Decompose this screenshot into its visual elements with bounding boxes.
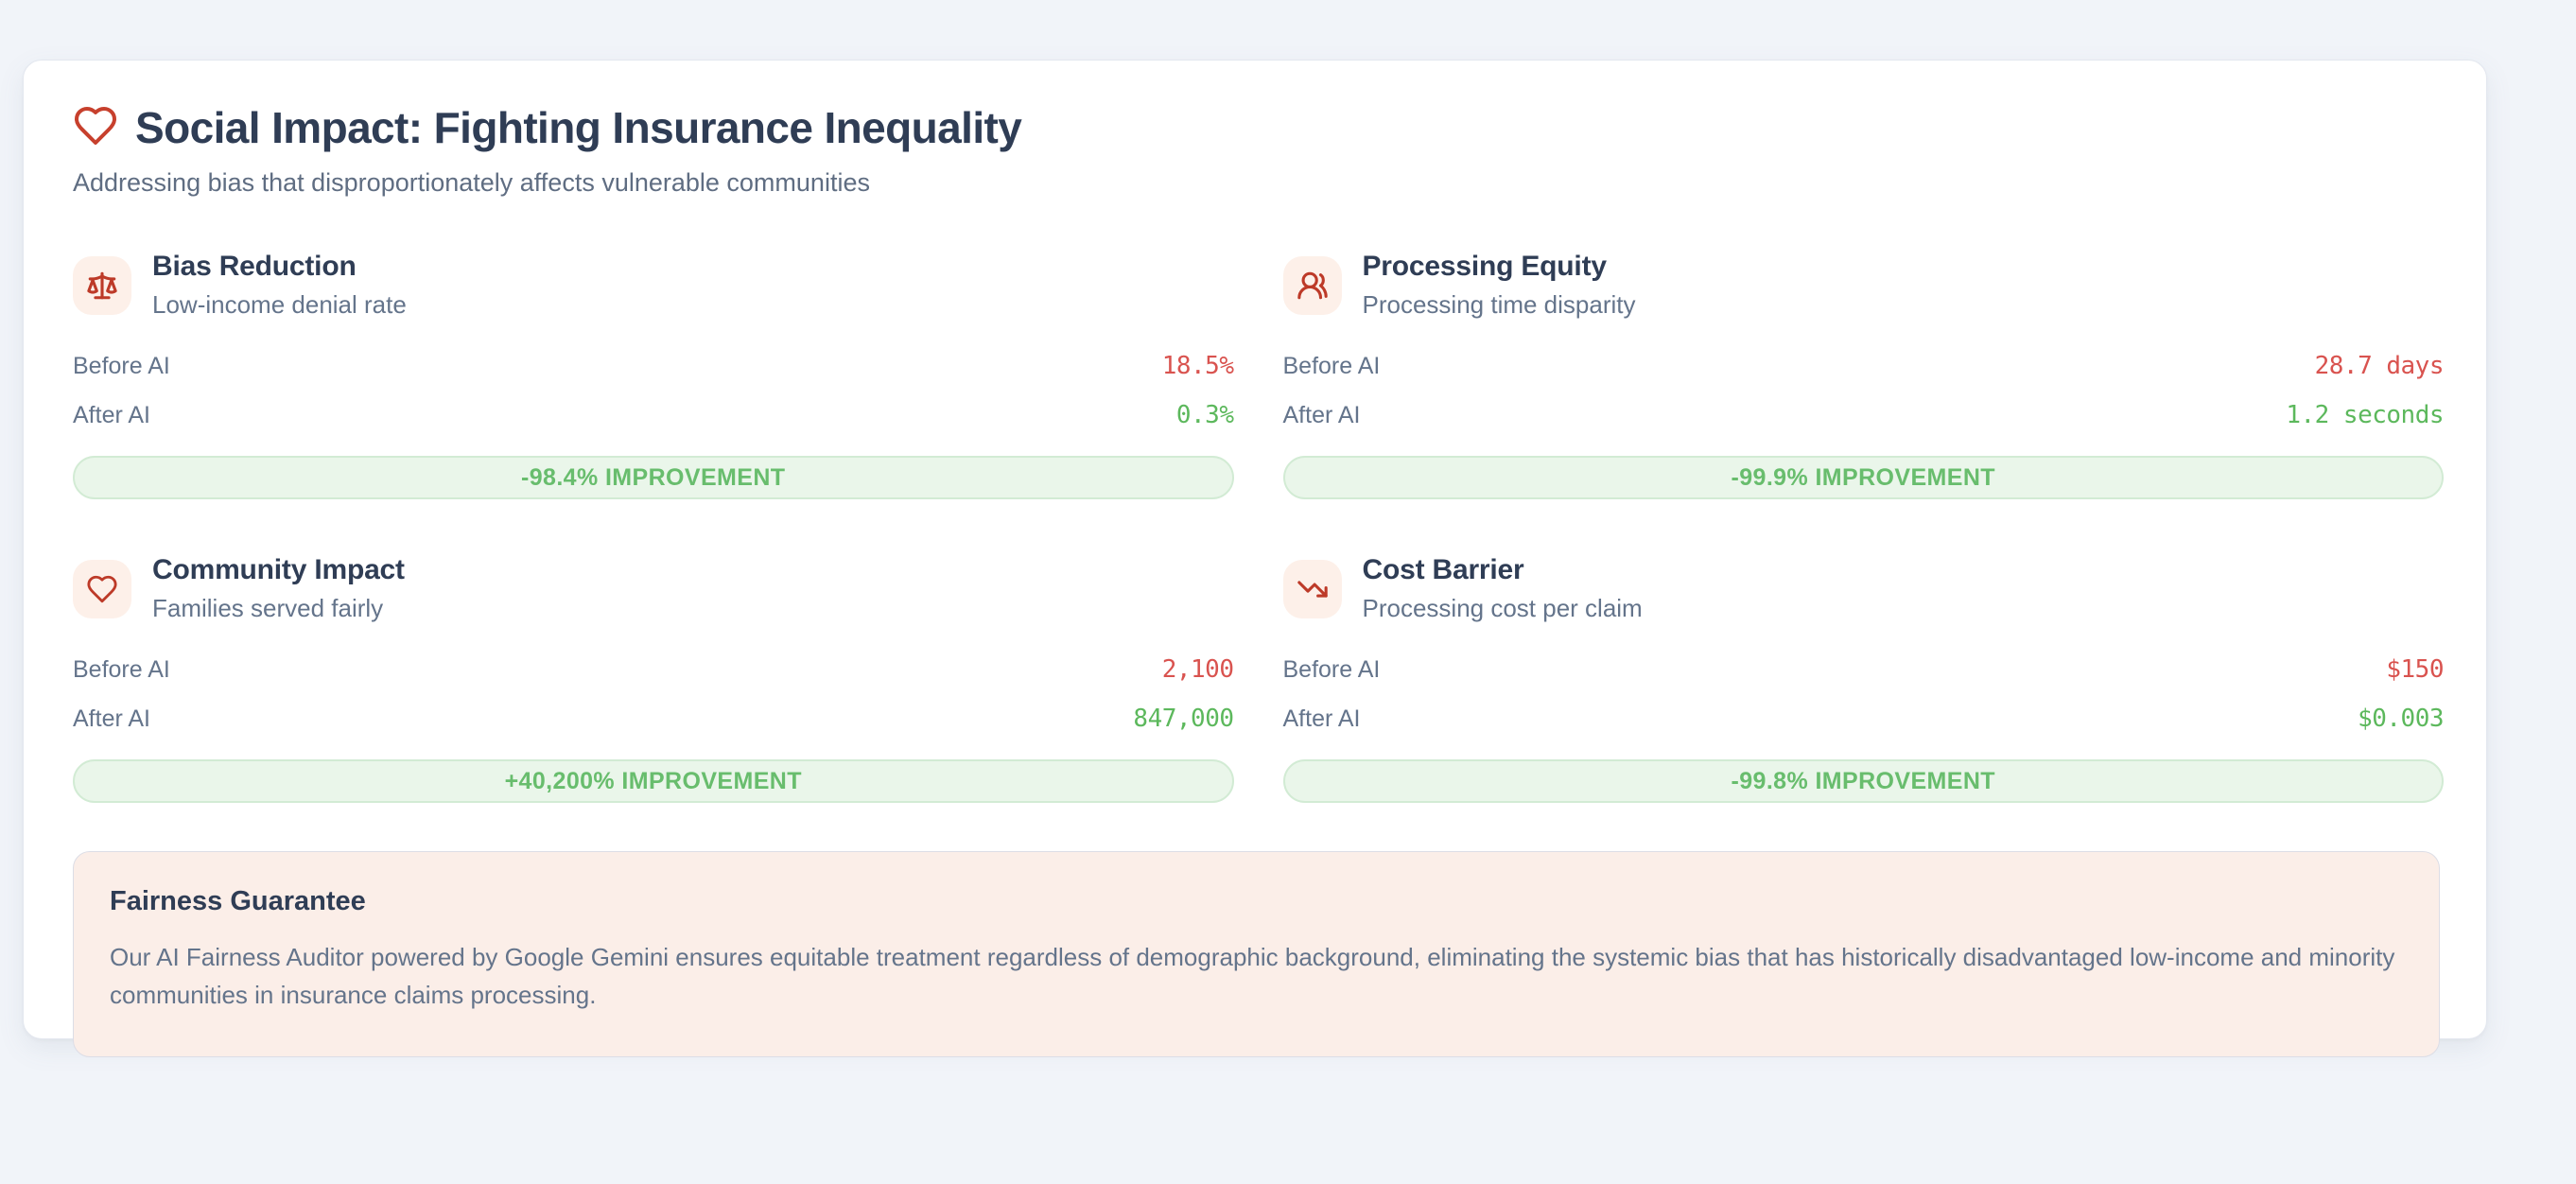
metric-card: Cost Barrier Processing cost per claim B… bbox=[1282, 554, 2445, 803]
after-ai-row: After AI 0.3% bbox=[73, 401, 1234, 429]
fairness-body: Our AI Fairness Auditor powered by Googl… bbox=[110, 943, 2395, 1010]
social-impact-card: Social Impact: Fighting Insurance Inequa… bbox=[23, 60, 2487, 1057]
scale-icon bbox=[87, 271, 117, 299]
improvement-badge: -98.4% IMPROVEMENT bbox=[73, 456, 1234, 499]
metric-title: Community Impact bbox=[152, 554, 405, 585]
heart-icon bbox=[75, 106, 116, 145]
trending-down-icon bbox=[1297, 580, 1328, 598]
before-ai-label: Before AI bbox=[1282, 353, 1381, 379]
card-header: Social Impact: Fighting Insurance Inequa… bbox=[73, 102, 2444, 153]
after-ai-label: After AI bbox=[1282, 705, 1361, 732]
before-ai-row: Before AI 28.7 days bbox=[1283, 352, 2445, 380]
after-ai-row: After AI 847,000 bbox=[73, 705, 1234, 733]
page-title: Social Impact: Fighting Insurance Inequa… bbox=[135, 103, 1022, 152]
metric-subtitle: Low-income denial rate bbox=[152, 290, 407, 319]
improvement-badge: +40,200% IMPROVEMENT bbox=[73, 759, 1234, 803]
metric-icon-chip bbox=[73, 559, 131, 618]
metric-header: Community Impact Families served fairly bbox=[73, 554, 1234, 623]
fairness-guarantee-panel: Fairness Guarantee Our AI Fairness Audit… bbox=[73, 851, 2440, 1057]
after-ai-label: After AI bbox=[73, 705, 150, 732]
metric-card: Community Impact Families served fairly … bbox=[73, 554, 1234, 803]
metric-icon-chip bbox=[1282, 559, 1342, 618]
metric-card: Bias Reduction Low-income denial rate Be… bbox=[73, 251, 1234, 499]
after-ai-value: 847,000 bbox=[1133, 705, 1234, 733]
metric-title: Cost Barrier bbox=[1362, 554, 1524, 585]
before-ai-value: $150 bbox=[2386, 655, 2444, 684]
heart-icon bbox=[87, 575, 117, 602]
improvement-label: -99.9% IMPROVEMENT bbox=[1731, 463, 1995, 491]
metric-icon-chip bbox=[73, 255, 131, 315]
metric-subtitle: Processing time disparity bbox=[1362, 290, 1636, 319]
after-ai-value: 1.2 seconds bbox=[2286, 401, 2444, 429]
before-ai-row: Before AI $150 bbox=[1283, 655, 2445, 684]
after-ai-value: 0.3% bbox=[1175, 401, 1234, 429]
metric-header: Bias Reduction Low-income denial rate bbox=[73, 251, 1234, 320]
before-ai-value: 18.5% bbox=[1161, 352, 1234, 380]
users-icon bbox=[1297, 271, 1328, 299]
metric-title: Bias Reduction bbox=[152, 251, 357, 282]
heart-icon bbox=[73, 103, 118, 153]
metric-header: Cost Barrier Processing cost per claim bbox=[1282, 554, 2445, 623]
improvement-badge: -99.8% IMPROVEMENT bbox=[1282, 759, 2444, 803]
improvement-badge: -99.9% IMPROVEMENT bbox=[1282, 456, 2444, 499]
before-ai-label: Before AI bbox=[73, 656, 170, 683]
after-ai-label: After AI bbox=[73, 402, 150, 428]
before-ai-value: 28.7 days bbox=[2314, 352, 2445, 380]
after-ai-value: $0.003 bbox=[2358, 705, 2444, 733]
metric-icon-chip bbox=[1282, 255, 1342, 315]
before-ai-label: Before AI bbox=[1282, 656, 1381, 683]
after-ai-row: After AI $0.003 bbox=[1283, 705, 2445, 733]
improvement-label: -99.8% IMPROVEMENT bbox=[1731, 767, 1995, 794]
page-subtitle: Addressing bias that disproportionately … bbox=[73, 168, 870, 197]
after-ai-label: After AI bbox=[1282, 402, 1361, 428]
metric-subtitle: Processing cost per claim bbox=[1362, 594, 1643, 622]
before-ai-row: Before AI 18.5% bbox=[73, 352, 1234, 380]
before-ai-row: Before AI 2,100 bbox=[73, 655, 1234, 684]
before-ai-value: 2,100 bbox=[1161, 655, 1234, 684]
improvement-label: +40,200% IMPROVEMENT bbox=[504, 767, 802, 794]
metrics-grid: Bias Reduction Low-income denial rate Be… bbox=[73, 251, 2445, 803]
metric-header: Processing Equity Processing time dispar… bbox=[1282, 251, 2445, 320]
metric-subtitle: Families served fairly bbox=[152, 594, 384, 622]
after-ai-row: After AI 1.2 seconds bbox=[1283, 401, 2445, 429]
before-ai-label: Before AI bbox=[73, 353, 170, 379]
fairness-title: Fairness Guarantee bbox=[110, 886, 366, 916]
metric-title: Processing Equity bbox=[1362, 251, 1608, 282]
metric-card: Processing Equity Processing time dispar… bbox=[1282, 251, 2445, 499]
improvement-label: -98.4% IMPROVEMENT bbox=[521, 463, 786, 491]
